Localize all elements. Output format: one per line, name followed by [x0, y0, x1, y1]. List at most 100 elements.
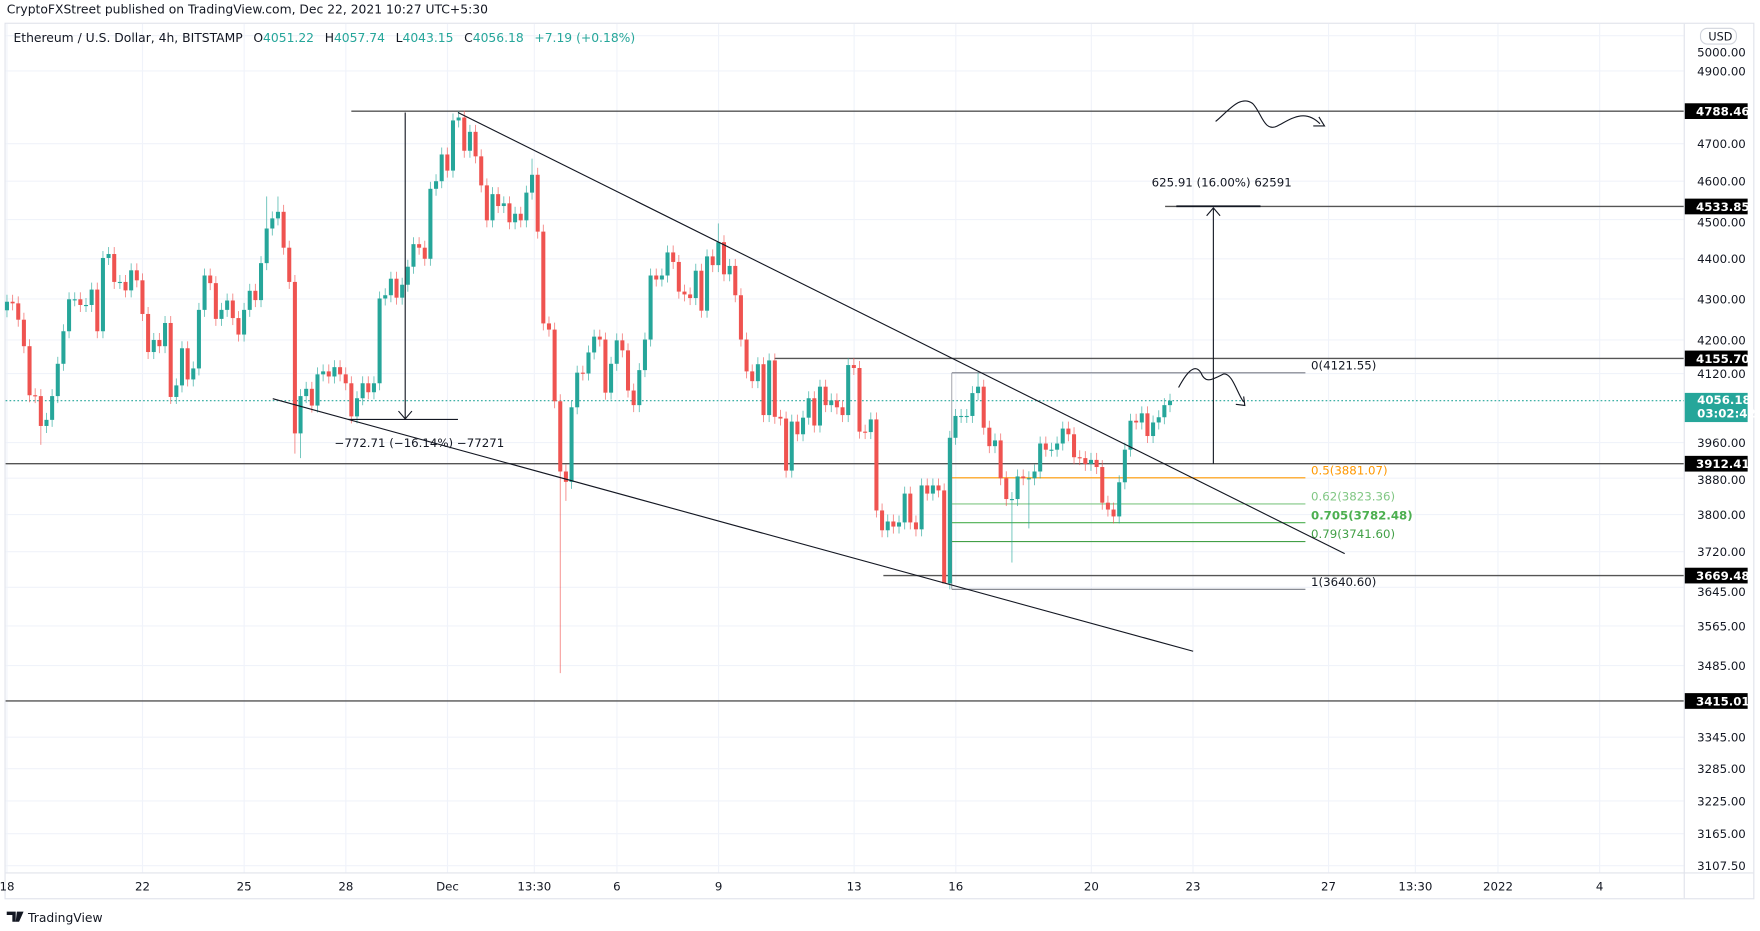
candle[interactable]	[264, 196, 269, 271]
candle[interactable]	[309, 381, 314, 413]
candle[interactable]	[422, 240, 427, 266]
candle[interactable]	[936, 478, 941, 498]
candle[interactable]	[417, 237, 422, 255]
candle[interactable]	[388, 271, 393, 303]
candle[interactable]	[405, 259, 410, 292]
target-measurement[interactable]: 625.91 (16.00%) 62591	[1152, 176, 1292, 464]
candle[interactable]	[174, 378, 179, 404]
candle[interactable]	[834, 393, 839, 415]
candle[interactable]	[332, 360, 337, 384]
candle[interactable]	[518, 206, 523, 228]
candle[interactable]	[1128, 413, 1133, 457]
candle[interactable]	[609, 356, 614, 400]
candle[interactable]	[315, 367, 320, 413]
candle[interactable]	[1156, 410, 1161, 430]
candle[interactable]	[146, 306, 151, 360]
candle[interactable]	[428, 181, 433, 266]
candle[interactable]	[72, 292, 77, 307]
candle[interactable]	[473, 124, 478, 164]
candle[interactable]	[1009, 492, 1014, 563]
candle[interactable]	[631, 383, 636, 413]
candle[interactable]	[546, 316, 551, 337]
candle[interactable]	[580, 365, 585, 381]
candle[interactable]	[902, 486, 907, 530]
candle[interactable]	[112, 247, 117, 289]
price-axis[interactable]: 5000.00 4900.00 4700.00 4600.00 4500.00 4400.…	[1697, 45, 1746, 873]
candle[interactable]	[484, 178, 489, 228]
candle[interactable]	[44, 412, 49, 433]
candle[interactable]	[851, 358, 856, 376]
candle[interactable]	[95, 282, 100, 339]
tradingview-logo[interactable]: TradingView	[6, 911, 103, 925]
candle[interactable]	[992, 433, 998, 454]
candle[interactable]	[637, 363, 642, 413]
candle[interactable]	[705, 249, 710, 318]
candle[interactable]	[1088, 452, 1093, 471]
candle[interactable]	[721, 235, 727, 282]
candle[interactable]	[456, 111, 461, 128]
candle[interactable]	[1077, 450, 1082, 466]
candle[interactable]	[185, 341, 190, 387]
candle[interactable]	[1072, 427, 1077, 465]
candle[interactable]	[829, 393, 834, 413]
candle[interactable]	[213, 276, 218, 326]
candle[interactable]	[298, 389, 303, 459]
candle[interactable]	[1145, 406, 1150, 444]
candle[interactable]	[597, 329, 602, 347]
candle[interactable]	[38, 389, 43, 445]
candle[interactable]	[343, 367, 348, 391]
candle[interactable]	[1094, 452, 1099, 475]
candle[interactable]	[1122, 442, 1127, 490]
candle[interactable]	[987, 420, 992, 454]
candle[interactable]	[1032, 464, 1037, 486]
candle[interactable]	[1151, 415, 1156, 444]
candle[interactable]	[699, 263, 704, 318]
candle[interactable]	[642, 332, 647, 378]
candle[interactable]	[976, 372, 981, 401]
candle[interactable]	[123, 274, 128, 298]
candle[interactable]	[507, 196, 512, 230]
candle[interactable]	[891, 514, 896, 534]
candle[interactable]	[563, 464, 568, 501]
candle[interactable]	[168, 316, 173, 404]
candle[interactable]	[140, 273, 145, 321]
candle[interactable]	[230, 293, 235, 326]
candle[interactable]	[541, 224, 546, 331]
candle[interactable]	[4, 294, 9, 318]
candle[interactable]	[823, 379, 828, 413]
candle[interactable]	[625, 343, 631, 398]
candle[interactable]	[1162, 398, 1167, 425]
candle[interactable]	[83, 298, 89, 312]
candle[interactable]	[1139, 406, 1144, 430]
symbol-legend[interactable]: Ethereum / U.S. Dollar, 4h, BITSTAMP O40…	[13, 31, 635, 45]
candle[interactable]	[840, 400, 845, 423]
candle[interactable]	[603, 332, 608, 400]
candle[interactable]	[196, 302, 201, 376]
candle[interactable]	[479, 149, 484, 193]
candle[interactable]	[377, 291, 382, 391]
candle[interactable]	[857, 361, 862, 439]
candle[interactable]	[530, 158, 535, 200]
candle[interactable]	[919, 478, 924, 537]
candle[interactable]	[784, 411, 789, 478]
projection-path-middle[interactable]	[1178, 368, 1246, 407]
candle[interactable]	[998, 433, 1003, 486]
candle[interactable]	[1049, 442, 1054, 457]
candle[interactable]	[61, 324, 66, 371]
candle[interactable]	[671, 245, 676, 269]
time-axis[interactable]: 18 22 25 28 Dec 13:30 6 9 13 16 20 23 27 13:30 2022 4	[0, 879, 1603, 893]
candle[interactable]	[360, 376, 365, 406]
candle[interactable]	[321, 364, 326, 382]
lower-trendline[interactable]	[272, 398, 1194, 652]
candle[interactable]	[179, 341, 185, 393]
candle[interactable]	[157, 332, 162, 354]
candle[interactable]	[27, 339, 32, 403]
candle[interactable]	[16, 296, 21, 327]
candle[interactable]	[253, 283, 258, 308]
candle[interactable]	[942, 483, 947, 584]
candle[interactable]	[225, 293, 230, 317]
candle[interactable]	[1105, 495, 1110, 517]
candle[interactable]	[326, 364, 331, 384]
candle[interactable]	[614, 333, 619, 371]
